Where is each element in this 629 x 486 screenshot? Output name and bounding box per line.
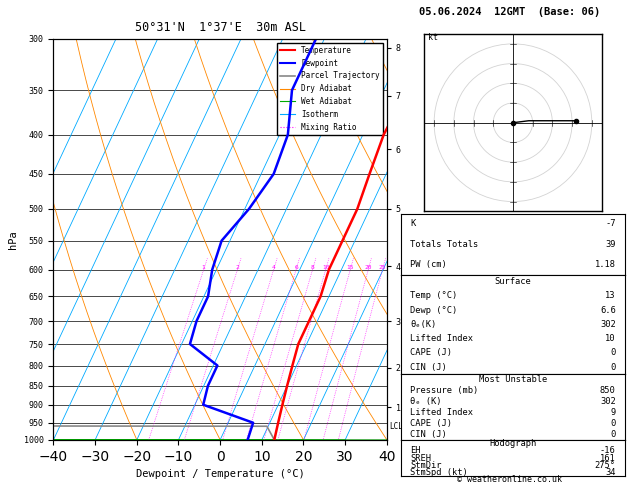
Y-axis label: hPa: hPa: [8, 230, 18, 249]
Text: 1.18: 1.18: [594, 260, 616, 269]
Text: 850: 850: [600, 386, 616, 395]
Text: Lifted Index: Lifted Index: [410, 408, 473, 417]
Text: 25: 25: [379, 265, 386, 270]
Text: StmSpd (kt): StmSpd (kt): [410, 468, 468, 477]
Text: 0: 0: [610, 348, 616, 357]
Text: LCL: LCL: [389, 422, 403, 431]
Text: CIN (J): CIN (J): [410, 430, 447, 439]
Text: Pressure (mb): Pressure (mb): [410, 386, 479, 395]
Text: 34: 34: [605, 468, 616, 477]
Text: 6: 6: [294, 265, 298, 270]
Text: CAPE (J): CAPE (J): [410, 348, 452, 357]
Text: 05.06.2024  12GMT  (Base: 06): 05.06.2024 12GMT (Base: 06): [419, 7, 600, 17]
Text: Temp (°C): Temp (°C): [410, 292, 457, 300]
Text: 6.6: 6.6: [600, 306, 616, 314]
Text: 302: 302: [600, 320, 616, 329]
Y-axis label: km
ASL: km ASL: [412, 230, 428, 249]
Text: 0: 0: [610, 430, 616, 439]
X-axis label: Dewpoint / Temperature (°C): Dewpoint / Temperature (°C): [136, 469, 304, 479]
Text: -7: -7: [605, 220, 616, 228]
Text: 10: 10: [605, 334, 616, 343]
Text: CAPE (J): CAPE (J): [410, 419, 452, 428]
Text: 161: 161: [600, 453, 616, 463]
Text: 1: 1: [202, 265, 206, 270]
Text: © weatheronline.co.uk: © weatheronline.co.uk: [457, 474, 562, 484]
Text: 13: 13: [605, 292, 616, 300]
Text: 39: 39: [605, 240, 616, 249]
Text: 302: 302: [600, 397, 616, 406]
Text: 20: 20: [364, 265, 372, 270]
Text: 15: 15: [347, 265, 354, 270]
Text: K: K: [410, 220, 416, 228]
Text: Surface: Surface: [494, 277, 532, 286]
Text: Totals Totals: Totals Totals: [410, 240, 479, 249]
Text: 0: 0: [610, 419, 616, 428]
Text: PW (cm): PW (cm): [410, 260, 447, 269]
Text: kt: kt: [428, 33, 438, 42]
Text: 4: 4: [272, 265, 276, 270]
Text: 275°: 275°: [594, 461, 616, 470]
Text: 9: 9: [610, 408, 616, 417]
Text: Dewp (°C): Dewp (°C): [410, 306, 457, 314]
Text: CIN (J): CIN (J): [410, 363, 447, 372]
Text: EH: EH: [410, 446, 421, 455]
Text: Hodograph: Hodograph: [489, 439, 537, 448]
Text: StmDir: StmDir: [410, 461, 442, 470]
Text: Lifted Index: Lifted Index: [410, 334, 473, 343]
Text: 50°31'N  1°37'E  30m ASL: 50°31'N 1°37'E 30m ASL: [135, 21, 306, 34]
Text: Most Unstable: Most Unstable: [479, 375, 547, 384]
Text: 10: 10: [322, 265, 330, 270]
Text: 8: 8: [311, 265, 314, 270]
Text: θₑ(K): θₑ(K): [410, 320, 437, 329]
Text: θₑ (K): θₑ (K): [410, 397, 442, 406]
Legend: Temperature, Dewpoint, Parcel Trajectory, Dry Adiabat, Wet Adiabat, Isotherm, Mi: Temperature, Dewpoint, Parcel Trajectory…: [277, 43, 383, 135]
Text: SREH: SREH: [410, 453, 431, 463]
Text: -16: -16: [600, 446, 616, 455]
Text: 2: 2: [235, 265, 239, 270]
Text: 0: 0: [610, 363, 616, 372]
